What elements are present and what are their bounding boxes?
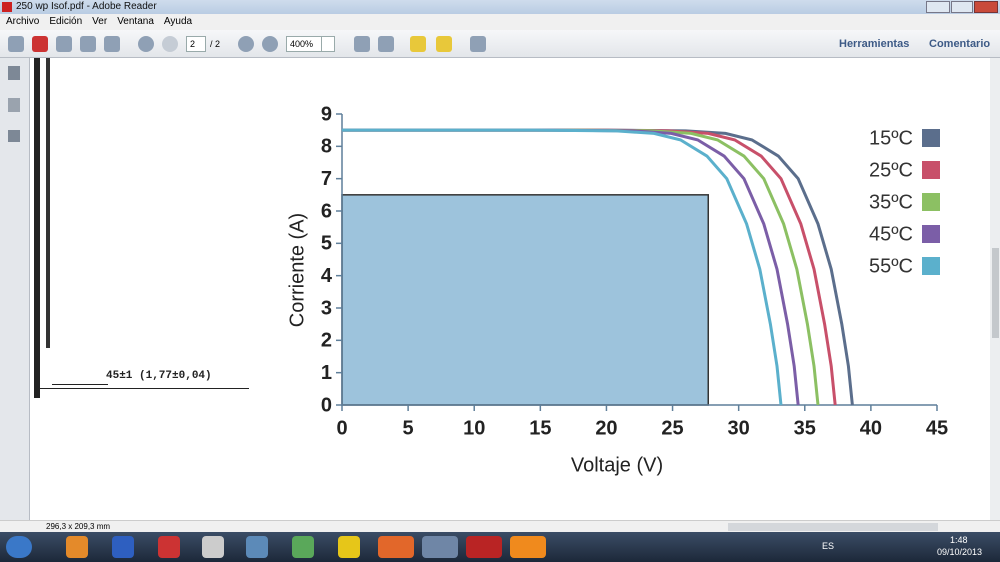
email-button[interactable] xyxy=(104,36,120,52)
menu-item[interactable]: Archivo xyxy=(6,16,40,27)
create-button[interactable] xyxy=(8,36,24,52)
y-tick-label: 9 xyxy=(321,103,332,125)
x-tick-label: 0 xyxy=(336,417,347,439)
fit-page-button[interactable] xyxy=(354,36,370,52)
zoom-dropdown[interactable] xyxy=(321,36,335,52)
scroll-thumb[interactable] xyxy=(992,248,999,338)
dimension-arrow xyxy=(52,384,108,385)
minimize-button[interactable] xyxy=(926,1,950,13)
x-tick-label: 10 xyxy=(463,417,485,439)
x-tick-label: 40 xyxy=(860,417,882,439)
menu-bar: Archivo Edición Ver Ventana Ayuda xyxy=(0,14,1000,30)
x-axis-title: Voltaje (V) xyxy=(571,454,663,476)
x-tick-label: 20 xyxy=(595,417,617,439)
page-count: / 2 xyxy=(210,39,221,49)
sign-button[interactable] xyxy=(436,36,452,52)
legend-label: 45ºC xyxy=(869,223,913,245)
x-tick-label: 30 xyxy=(728,417,750,439)
title-bar: 250 wp Isof.pdf - Adobe Reader xyxy=(0,0,1000,14)
y-tick-label: 5 xyxy=(321,233,332,255)
legend-swatch xyxy=(922,225,940,243)
taskbar-app[interactable] xyxy=(422,536,458,558)
drawing-line xyxy=(34,58,40,398)
legend-label: 25ºC xyxy=(869,159,913,181)
drawing-line xyxy=(34,388,249,389)
drawing-note: 45±1 (1,77±0,04) xyxy=(106,370,212,382)
menu-item[interactable]: Edición xyxy=(49,16,83,27)
print-button[interactable] xyxy=(80,36,96,52)
page-size: 296,3 x 209,3 mm xyxy=(46,522,111,531)
x-tick-label: 35 xyxy=(794,417,816,439)
page-field[interactable]: 2 xyxy=(186,36,206,52)
taskbar: ES 1:48 09/10/2013 xyxy=(0,532,1000,562)
series-line xyxy=(342,128,783,406)
sidebar xyxy=(0,58,30,520)
taskbar-app[interactable] xyxy=(378,536,414,558)
x-tick-label: 25 xyxy=(661,417,683,439)
y-tick-label: 4 xyxy=(321,265,333,287)
y-axis-title: Corriente (A) xyxy=(286,213,308,327)
legend-label: 35ºC xyxy=(869,191,913,213)
horizontal-scrollbar[interactable] xyxy=(728,523,938,531)
taskbar-app[interactable] xyxy=(292,536,314,558)
x-tick-label: 5 xyxy=(403,417,414,439)
menu-item[interactable]: Ayuda xyxy=(163,16,193,27)
taskbar-app[interactable] xyxy=(338,536,360,558)
taskbar-app[interactable] xyxy=(66,536,88,558)
taskbar-app[interactable] xyxy=(246,536,268,558)
app-icon xyxy=(2,2,12,12)
fullscreen-button[interactable] xyxy=(470,36,486,52)
y-tick-label: 1 xyxy=(321,362,332,384)
menu-item[interactable]: Ventana xyxy=(117,16,154,27)
close-button[interactable] xyxy=(974,1,998,13)
taskbar-app[interactable] xyxy=(158,536,180,558)
attachments-icon[interactable] xyxy=(8,98,20,112)
y-tick-label: 7 xyxy=(321,168,332,190)
chart: Corriente (A) Voltaje (V) 0 5 10 15 20 25 30 35… xyxy=(286,103,948,476)
x-tick-label: 15 xyxy=(529,417,551,439)
comment-tab[interactable]: Comentario xyxy=(929,38,991,50)
comment-button[interactable] xyxy=(410,36,426,52)
clock-date[interactable]: 09/10/2013 xyxy=(937,547,983,557)
legend-label: 55ºC xyxy=(869,255,913,277)
toolbar: 2 / 2 400% Herramientas Comentario xyxy=(0,30,1000,58)
legend-label: 15ºC xyxy=(869,127,913,149)
export-button[interactable] xyxy=(32,36,48,52)
pages-icon[interactable] xyxy=(8,66,20,80)
drawing-line xyxy=(46,58,50,348)
taskbar-app[interactable] xyxy=(202,536,224,558)
power-rectangle xyxy=(341,194,710,406)
zoom-in-button[interactable] xyxy=(262,36,278,52)
legend-swatch xyxy=(922,129,940,147)
legend-swatch xyxy=(922,161,940,179)
maximize-button[interactable] xyxy=(951,1,973,13)
layers-icon[interactable] xyxy=(8,130,20,142)
next-page-button[interactable] xyxy=(162,36,178,52)
window-title: 250 wp Isof.pdf - Adobe Reader xyxy=(16,1,157,12)
vertical-scrollbar[interactable] xyxy=(990,58,1000,532)
save-button[interactable] xyxy=(56,36,72,52)
y-tick-label: 8 xyxy=(321,136,332,158)
y-tick-label: 6 xyxy=(321,200,332,222)
clock-time[interactable]: 1:48 xyxy=(950,535,968,545)
prev-page-button[interactable] xyxy=(138,36,154,52)
taskbar-app[interactable] xyxy=(510,536,546,558)
language[interactable]: ES xyxy=(822,541,835,551)
legend-swatch xyxy=(922,193,940,211)
start-button[interactable] xyxy=(6,536,32,558)
y-tick-label: 0 xyxy=(321,394,332,416)
y-tick-label: 3 xyxy=(321,297,332,319)
y-tick-label: 2 xyxy=(321,330,332,352)
fit-width-button[interactable] xyxy=(378,36,394,52)
status-bar: 296,3 x 209,3 mm xyxy=(0,520,1000,532)
legend-swatch xyxy=(922,257,940,275)
tools-tab[interactable]: Herramientas xyxy=(839,38,910,50)
x-tick-label: 45 xyxy=(926,417,948,439)
taskbar-app[interactable] xyxy=(466,536,502,558)
menu-item[interactable]: Ver xyxy=(92,16,108,27)
zoom-out-button[interactable] xyxy=(238,36,254,52)
taskbar-app[interactable] xyxy=(112,536,134,558)
